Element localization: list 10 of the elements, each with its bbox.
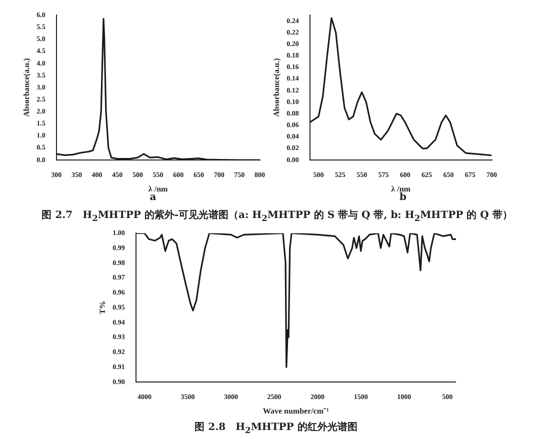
text: a: [148, 192, 158, 203]
y-axis-title: Absorbance(a.u.): [22, 58, 31, 117]
caption: 图 2.8 H$_{2}$MHTPP 的红外光谱图: [194, 420, 358, 435]
y-axis-title: Absorbance(a.u.): [272, 58, 281, 117]
text: b: [398, 192, 408, 203]
caption: 图 2.7 H$_{2}$MHTPP 的紫外-可见光谱图（a: H$_{2}$MHTPP 的 S 带与 Q 带, b: H$_{2}$MHTPP 的 Q 带）: [40, 208, 514, 223]
y-axis-title: T%: [98, 300, 107, 314]
x-axis-title: λ /nm: [391, 184, 411, 194]
x-axis-title: λ /nm: [148, 184, 168, 194]
x-axis-title: Wave number/cm⁻¹: [262, 406, 330, 416]
